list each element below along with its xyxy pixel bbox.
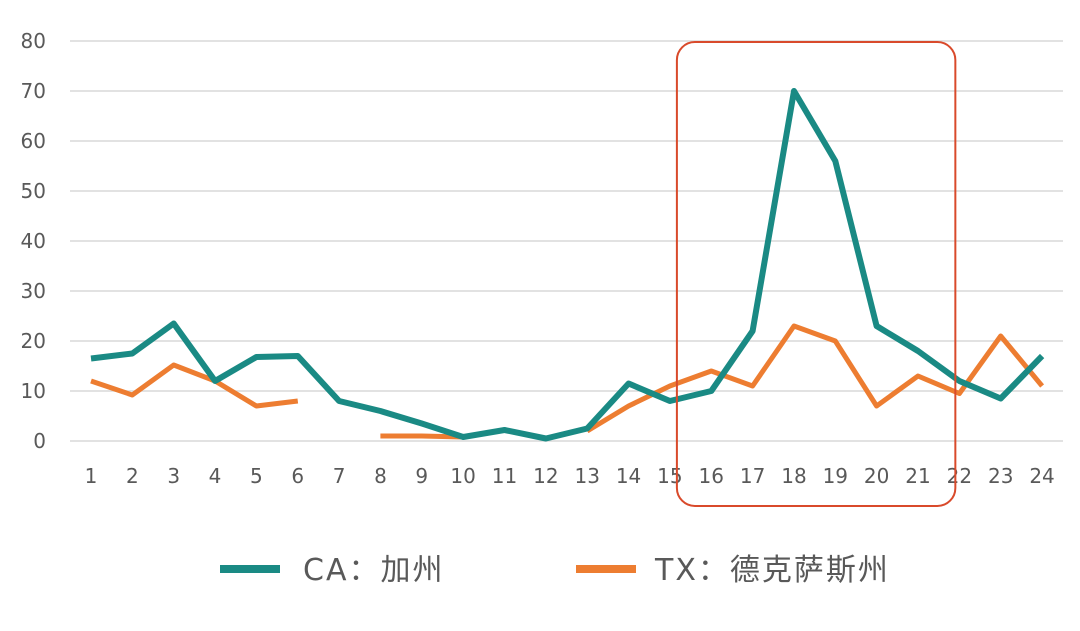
legend-label-tx: TX：德克萨斯州 xyxy=(654,553,890,588)
x-tick-label: 2 xyxy=(126,464,139,488)
y-tick-label: 60 xyxy=(21,129,46,153)
x-tick-label: 23 xyxy=(988,464,1013,488)
x-tick-label: 3 xyxy=(167,464,180,488)
x-tick-label: 8 xyxy=(374,464,387,488)
highlight-box xyxy=(675,41,957,507)
series-lines xyxy=(90,88,1045,442)
x-tick-label: 19 xyxy=(823,464,848,488)
x-tick-label: 12 xyxy=(533,464,558,488)
y-tick-label: 80 xyxy=(21,29,46,53)
y-tick-label: 50 xyxy=(21,179,46,203)
x-tick-label: 14 xyxy=(616,464,641,488)
y-axis-ticks: 0 10 20 30 40 50 60 70 80 xyxy=(21,29,46,453)
x-tick-label: 15 xyxy=(657,464,682,488)
x-tick-label: 5 xyxy=(250,464,263,488)
y-tick-label: 10 xyxy=(21,379,46,403)
x-tick-label: 20 xyxy=(864,464,889,488)
x-tick-label: 10 xyxy=(450,464,475,488)
y-tick-label: 70 xyxy=(21,79,46,103)
y-tick-label: 20 xyxy=(21,329,46,353)
x-tick-label: 6 xyxy=(291,464,304,488)
series-line-ca xyxy=(90,88,1045,442)
legend: CA：加州 TX：德克萨斯州 xyxy=(220,553,890,588)
x-tick-label: 17 xyxy=(740,464,765,488)
x-tick-label: 7 xyxy=(333,464,346,488)
x-tick-label: 13 xyxy=(574,464,599,488)
legend-label-ca: CA：加州 xyxy=(303,553,444,588)
x-tick-label: 9 xyxy=(415,464,428,488)
x-tick-label: 4 xyxy=(209,464,222,488)
x-tick-label: 18 xyxy=(781,464,806,488)
y-tick-label: 30 xyxy=(21,279,46,303)
x-tick-label: 21 xyxy=(905,464,930,488)
x-tick-label: 24 xyxy=(1029,464,1054,488)
x-tick-label: 22 xyxy=(947,464,972,488)
y-tick-label: 0 xyxy=(33,429,46,453)
y-tick-label: 40 xyxy=(21,229,46,253)
x-tick-label: 11 xyxy=(492,464,517,488)
x-tick-label: 16 xyxy=(699,464,724,488)
highlight-annotation xyxy=(675,41,957,507)
x-tick-label: 1 xyxy=(85,464,98,488)
x-axis-ticks: 1 2 3 4 5 6 7 8 9 10 11 12 13 14 15 16 17 18 19 20 21 22 23 24 xyxy=(85,464,1055,488)
